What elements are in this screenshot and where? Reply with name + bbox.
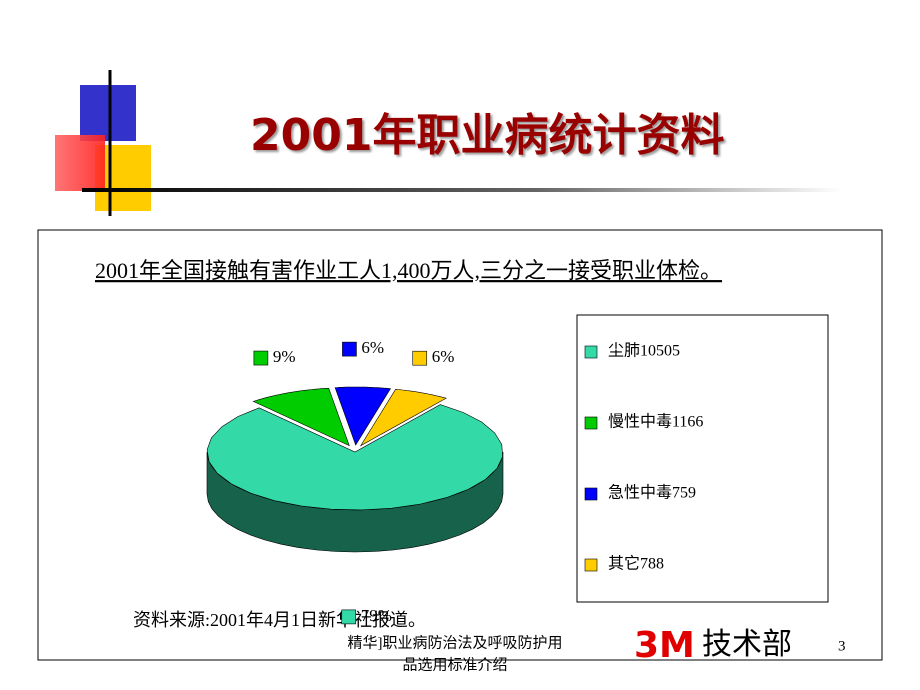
label-swatch [342,341,357,357]
data-label: 6% [361,338,384,357]
legend-swatch [584,558,598,572]
subtitle: 2001年全国接触有害作业工人1,400万人,三分之一接受职业体检。 [95,258,722,283]
deco-line [82,188,842,192]
deco-square [55,135,105,191]
slide-title: 2001年职业病统计资料 [250,110,724,161]
legend-label: 慢性中毒1166 [608,413,703,431]
page-number: 3 [838,638,846,654]
legend-label: 尘肺10505 [608,342,680,360]
data-label: 9% [273,347,296,366]
data-label: 79% [361,606,392,625]
logo-text: 技术部 [702,628,792,661]
legend-label: 急性中毒759 [608,484,696,502]
label-swatch [253,350,269,366]
legend-box [576,314,829,603]
pie-slice [359,388,447,447]
label-swatch [341,609,357,625]
legend-label: 其它788 [608,555,664,573]
footer: 精华]职业病防治法及呼吸防护用 [348,634,563,651]
deco-square [80,85,136,141]
legend-swatch [584,416,598,430]
legend-swatch [584,345,598,359]
pie-slice [252,387,350,447]
pie-slice [334,386,392,446]
logo: 3M [634,625,695,666]
pie-slice [206,404,503,511]
label-swatch [412,350,428,366]
legend-swatch [584,487,598,501]
data-label: 6% [432,347,455,366]
footer: 品选用标准介绍 [402,656,507,673]
